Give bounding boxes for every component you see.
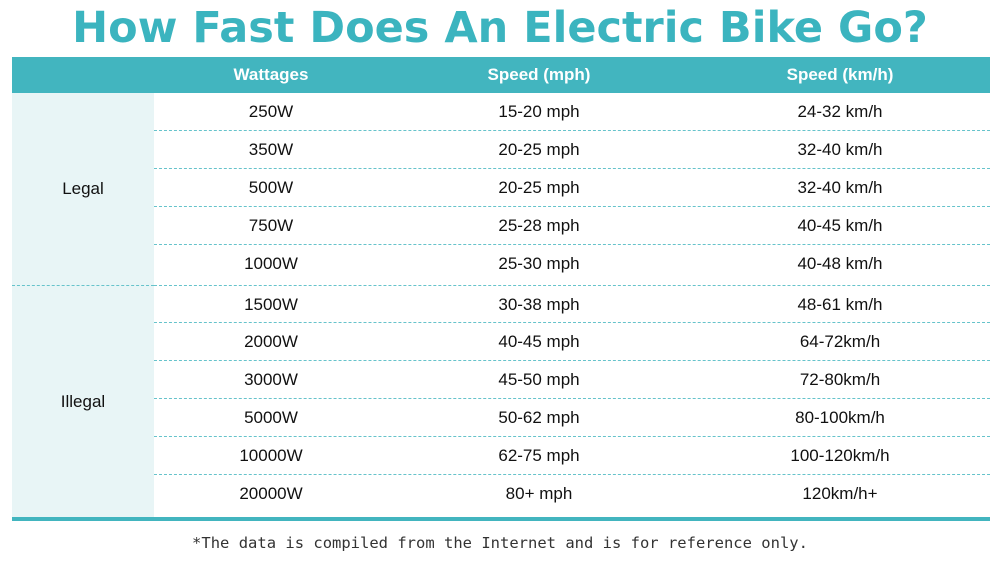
wattage-cell: 5000W: [244, 408, 298, 427]
wattage-cell: 350W: [248, 140, 294, 159]
speed-mph-cell: 15-20 mph: [498, 102, 580, 121]
speed-kmh-cell: 80-100km/h: [795, 408, 885, 427]
wattage-cell: 10000W: [239, 446, 303, 465]
table-row: 1000W 25-30 mph 40-48 km/h: [154, 245, 990, 283]
page-title: How Fast Does An Electric Bike Go?: [72, 3, 928, 53]
table-row: 1500W 30-38 mph 48-61 km/h: [154, 285, 990, 323]
speed-table: Wattages Speed (mph) Speed (km/h) Legal …: [12, 57, 990, 521]
group-legal: Legal 250W 15-20 mph 24-32 km/h 350W 20-…: [12, 93, 990, 285]
table-row: 250W 15-20 mph 24-32 km/h: [154, 93, 990, 131]
wattage-cell: 2000W: [244, 332, 298, 351]
speed-kmh-cell: 48-61 km/h: [797, 295, 883, 314]
speed-mph-cell: 62-75 mph: [498, 446, 580, 465]
wattage-cell: 3000W: [244, 370, 298, 389]
speed-kmh-cell: 72-80km/h: [799, 370, 881, 389]
speed-kmh-cell: 32-40 km/h: [797, 140, 883, 159]
header-speed-mph: Speed (mph): [487, 65, 591, 84]
speed-mph-cell: 80+ mph: [505, 484, 573, 503]
speed-mph-cell: 20-25 mph: [498, 178, 580, 197]
table-row: 500W 20-25 mph 32-40 km/h: [154, 169, 990, 207]
wattage-cell: 750W: [248, 216, 294, 235]
speed-mph-cell: 40-45 mph: [498, 332, 580, 351]
table-header: Wattages Speed (mph) Speed (km/h): [12, 57, 990, 93]
speed-kmh-cell: 64-72km/h: [799, 332, 881, 351]
wattage-cell: 20000W: [239, 484, 303, 503]
speed-mph-cell: 20-25 mph: [498, 140, 580, 159]
wattage-cell: 1000W: [244, 254, 298, 273]
group-label-illegal: Illegal: [12, 285, 154, 517]
table-row: 20000W 80+ mph 120km/h+: [154, 475, 990, 513]
wattage-cell: 250W: [248, 102, 294, 121]
footnote: *The data is compiled from the Internet …: [192, 534, 808, 552]
speed-kmh-cell: 40-48 km/h: [797, 254, 883, 273]
speed-mph-cell: 50-62 mph: [498, 408, 580, 427]
group-label-legal: Legal: [12, 93, 154, 285]
speed-mph-cell: 45-50 mph: [498, 370, 580, 389]
speed-mph-cell: 25-30 mph: [498, 254, 580, 273]
speed-mph-cell: 30-38 mph: [498, 295, 580, 314]
speed-kmh-cell: 40-45 km/h: [797, 216, 883, 235]
speed-kmh-cell: 100-120km/h: [790, 446, 890, 465]
table-row: 2000W 40-45 mph 64-72km/h: [154, 323, 990, 361]
wattage-cell: 500W: [248, 178, 294, 197]
header-wattages: Wattages: [233, 65, 309, 84]
table-row: 3000W 45-50 mph 72-80km/h: [154, 361, 990, 399]
speed-kmh-cell: 32-40 km/h: [797, 178, 883, 197]
speed-mph-cell: 25-28 mph: [498, 216, 580, 235]
header-speed-kmh: Speed (km/h): [786, 65, 894, 84]
table-row: 5000W 50-62 mph 80-100km/h: [154, 399, 990, 437]
speed-kmh-cell: 24-32 km/h: [797, 102, 883, 121]
table-row: 10000W 62-75 mph 100-120km/h: [154, 437, 990, 475]
group-illegal: Illegal 1500W 30-38 mph 48-61 km/h 2000W…: [12, 285, 990, 517]
wattage-cell: 1500W: [244, 295, 298, 314]
table-row: 350W 20-25 mph 32-40 km/h: [154, 131, 990, 169]
table-bottom-rule: [12, 517, 990, 521]
table-row: 750W 25-28 mph 40-45 km/h: [154, 207, 990, 245]
speed-kmh-cell: 120km/h+: [802, 484, 878, 503]
